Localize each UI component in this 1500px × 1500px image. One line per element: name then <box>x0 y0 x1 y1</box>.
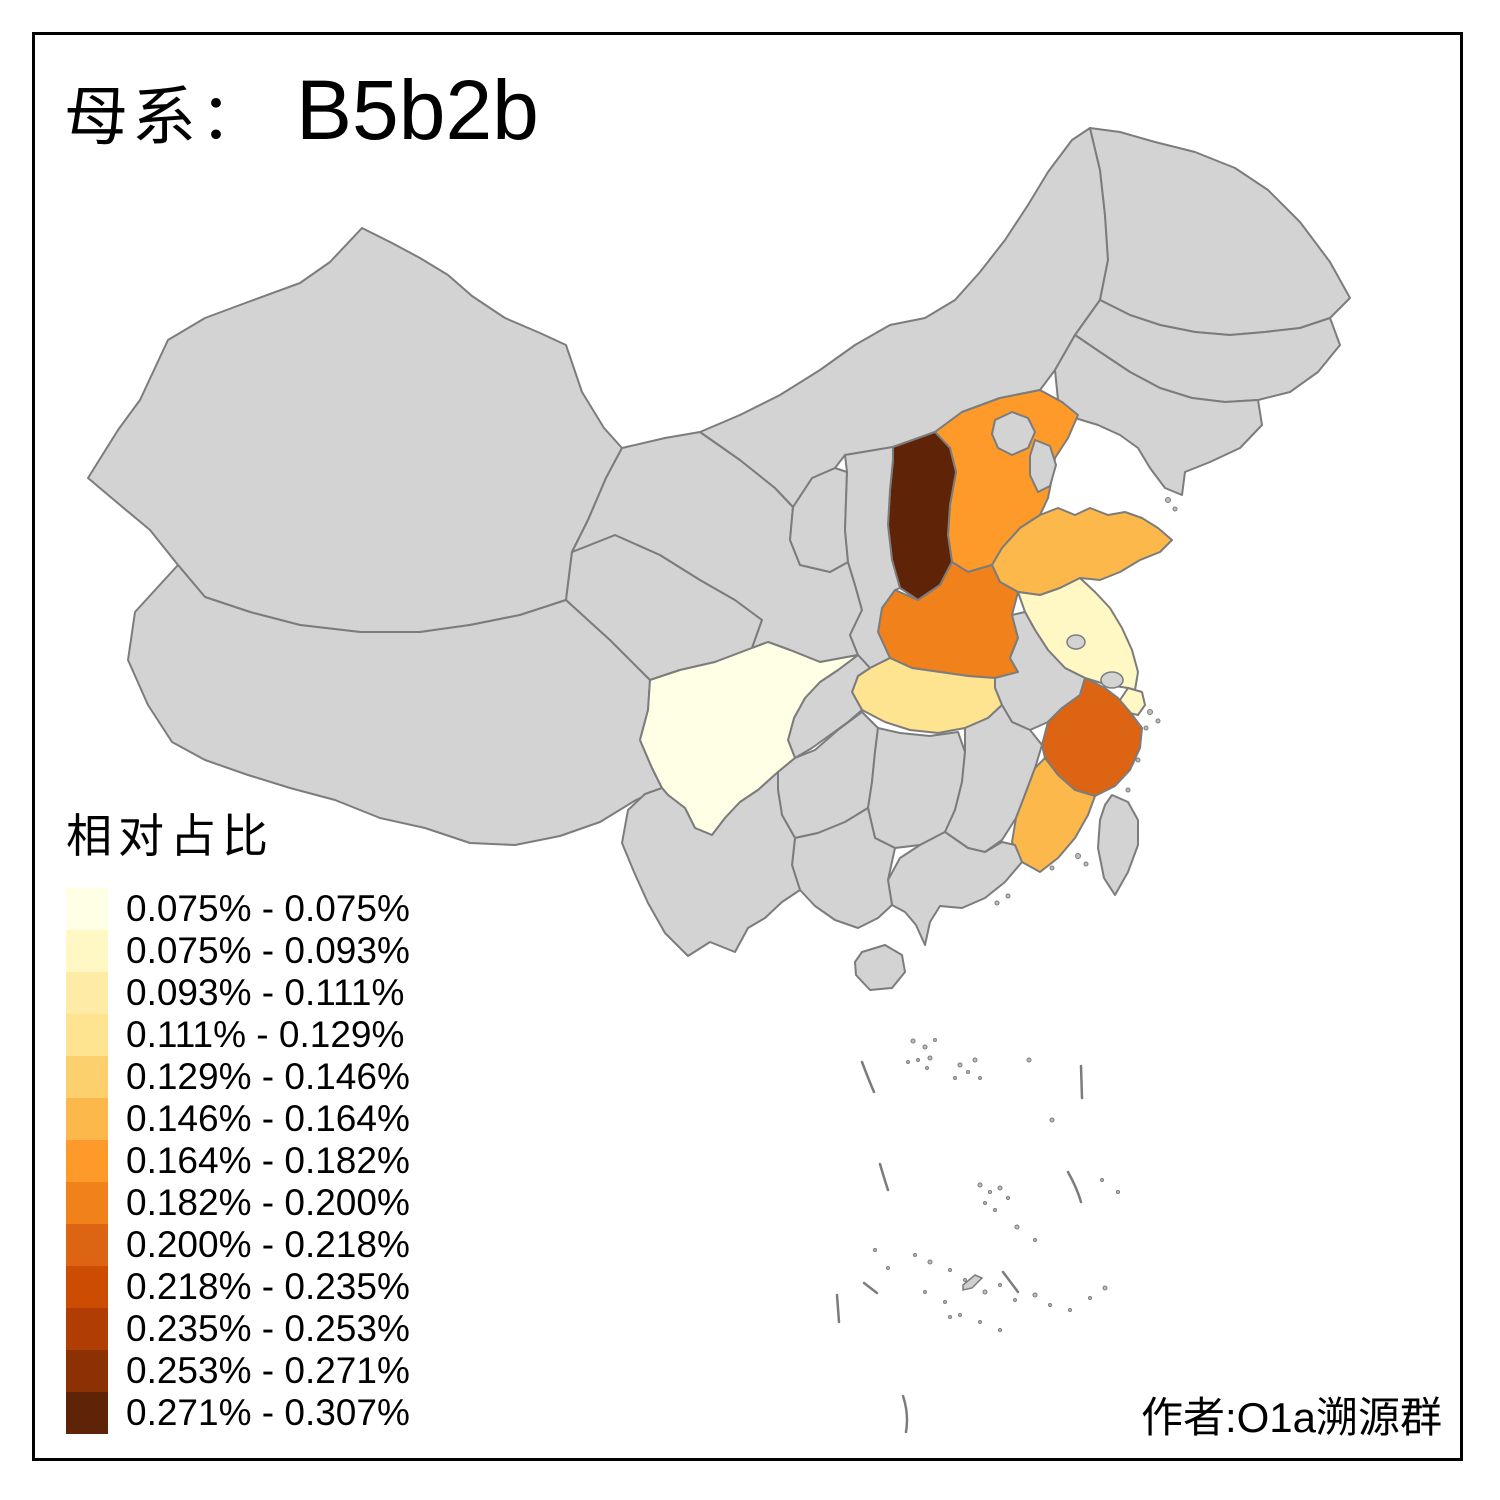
province-guangdong <box>887 831 1023 946</box>
legend-label: 0.200% - 0.218% <box>126 1224 410 1265</box>
legend-row: 0.218% - 0.235% <box>66 1266 410 1308</box>
title-label: 母系： <box>64 82 268 153</box>
legend-label: 0.093% - 0.111% <box>126 972 405 1013</box>
legend-swatch <box>66 1140 108 1182</box>
legend-row: 0.253% - 0.271% <box>66 1350 410 1392</box>
legend: 相对占比 0.075% - 0.075% 0.075% - 0.093% 0.0… <box>66 800 410 1434</box>
legend-row: 0.111% - 0.129% <box>66 1014 410 1056</box>
legend-swatch <box>66 1266 108 1308</box>
islet-shape <box>962 1274 984 1291</box>
province-guangxi <box>791 807 896 929</box>
legend-label: 0.218% - 0.235% <box>126 1266 410 1307</box>
legend-row: 0.182% - 0.200% <box>66 1182 410 1224</box>
legend-swatch <box>66 888 108 930</box>
legend-row: 0.075% - 0.093% <box>66 930 410 972</box>
province-anhui <box>994 611 1086 731</box>
nine-dash-line <box>835 1060 1084 1434</box>
lake-taihu <box>1100 671 1124 689</box>
legend-label: 0.164% - 0.182% <box>126 1140 410 1181</box>
province-shaanxi <box>844 446 901 669</box>
legend-row: 0.235% - 0.253% <box>66 1308 410 1350</box>
legend-swatch <box>66 1098 108 1140</box>
legend-label: 0.129% - 0.146% <box>126 1056 410 1097</box>
legend-row: 0.093% - 0.111% <box>66 972 410 1014</box>
legend-swatch <box>66 1182 108 1224</box>
provinces-layer <box>87 127 1351 991</box>
province-fujian <box>1011 757 1096 873</box>
legend-row: 0.271% - 0.307% <box>66 1392 410 1434</box>
legend-swatch <box>66 930 108 972</box>
legend-swatch <box>66 1056 108 1098</box>
title-haplogroup: B5b2b <box>296 63 539 157</box>
legend-label: 0.111% - 0.129% <box>126 1014 405 1055</box>
legend-label: 0.182% - 0.200% <box>126 1182 410 1223</box>
legend-label: 0.235% - 0.253% <box>126 1308 410 1349</box>
province-taiwan <box>1097 794 1139 896</box>
province-hainan <box>854 944 906 991</box>
legend-label: 0.146% - 0.164% <box>126 1098 410 1139</box>
province-beijing <box>991 411 1036 456</box>
legend-label: 0.271% - 0.307% <box>126 1392 410 1433</box>
province-tibet <box>127 564 663 846</box>
province-yunnan <box>621 771 801 957</box>
legend-swatch <box>66 1392 108 1434</box>
attribution-text: 作者:O1a溯源群 <box>1140 1394 1442 1441</box>
province-heilongjiang <box>1089 127 1351 336</box>
south-china-sea-islands <box>873 1038 1120 1332</box>
legend-label: 0.253% - 0.271% <box>126 1350 410 1391</box>
legend-swatch <box>66 1014 108 1056</box>
legend-swatch <box>66 1224 108 1266</box>
lakes-layer <box>1066 634 1124 689</box>
legend-row: 0.146% - 0.164% <box>66 1098 410 1140</box>
legend-row: 0.164% - 0.182% <box>66 1140 410 1182</box>
lake-hongze <box>1066 634 1086 650</box>
province-xinjiang <box>87 227 623 633</box>
legend-swatch <box>66 1350 108 1392</box>
legend-row: 0.075% - 0.075% <box>66 888 410 930</box>
legend-row: 0.129% - 0.146% <box>66 1056 410 1098</box>
legend-label: 0.075% - 0.075% <box>126 888 410 929</box>
figure-title: 母系： B5b2b <box>64 62 539 159</box>
province-tianjin <box>1029 439 1057 493</box>
province-liaoning <box>1054 334 1263 496</box>
legend-swatch <box>66 1308 108 1350</box>
legend-label: 0.075% - 0.093% <box>126 930 410 971</box>
legend-swatch <box>66 972 108 1014</box>
legend-row: 0.200% - 0.218% <box>66 1224 410 1266</box>
coastal-islands <box>994 497 1178 906</box>
legend-title: 相对占比 <box>66 811 274 862</box>
